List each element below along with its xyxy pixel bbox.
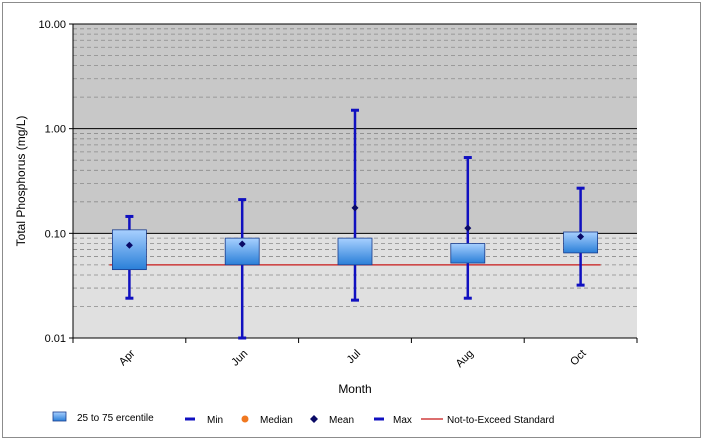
legend-item-mean: Mean xyxy=(310,415,354,426)
x-tick-label: Jul xyxy=(345,348,363,366)
mean-marker xyxy=(351,204,359,212)
y-tick-label: 10.00 xyxy=(38,19,66,31)
axes xyxy=(72,24,638,343)
x-tick-labels: Apr Jun Jul Aug Oct xyxy=(117,347,589,370)
legend-item-max: Max xyxy=(374,415,412,426)
markers-layer xyxy=(125,204,585,249)
x-tick-label: Jun xyxy=(229,348,250,369)
y-tick-label: 0.01 xyxy=(45,333,66,345)
y-tick-label: 0.10 xyxy=(45,228,66,240)
y-tick-label: 1.00 xyxy=(45,124,66,136)
legend-item-median: Median xyxy=(241,415,293,426)
x-tick-label: Apr xyxy=(117,347,138,368)
y-axis-title: Total Phosphorus (mg/L) xyxy=(14,116,28,247)
legend-min-label: Min xyxy=(207,415,223,426)
legend-mean-label: Mean xyxy=(329,415,354,426)
x-axis-title: Month xyxy=(338,382,371,396)
legend-box-label: 25 to 75 ercentile xyxy=(77,413,154,424)
legend-item-box: 25 to 75 ercentile xyxy=(52,411,154,424)
legend-max-label: Max xyxy=(393,415,412,426)
x-tick-label: Aug xyxy=(454,348,476,370)
legend-item-standard: Not-to-Exceed Standard xyxy=(421,415,554,426)
iqr-box xyxy=(337,237,373,266)
iqr-box xyxy=(563,231,598,254)
legend-median-label: Median xyxy=(260,415,293,426)
iqr-box xyxy=(112,229,147,271)
mean-marker xyxy=(464,224,472,232)
legend-box-swatch xyxy=(52,411,67,422)
mean-marker xyxy=(125,241,133,249)
legend-median-swatch xyxy=(241,415,249,423)
legend: 25 to 75 ercentile Min Median Mean Max N… xyxy=(52,411,554,426)
iqr-box xyxy=(450,243,486,264)
boxes-layer xyxy=(112,229,598,271)
legend-item-min: Min xyxy=(185,415,223,426)
mean-marker xyxy=(577,233,585,241)
y-tick-labels: 0.01 0.10 1.00 10.00 xyxy=(38,19,73,345)
legend-standard-label: Not-to-Exceed Standard xyxy=(447,415,554,426)
legend-mean-swatch xyxy=(310,415,318,423)
mean-marker xyxy=(238,240,246,248)
x-tick-label: Oct xyxy=(568,348,589,369)
